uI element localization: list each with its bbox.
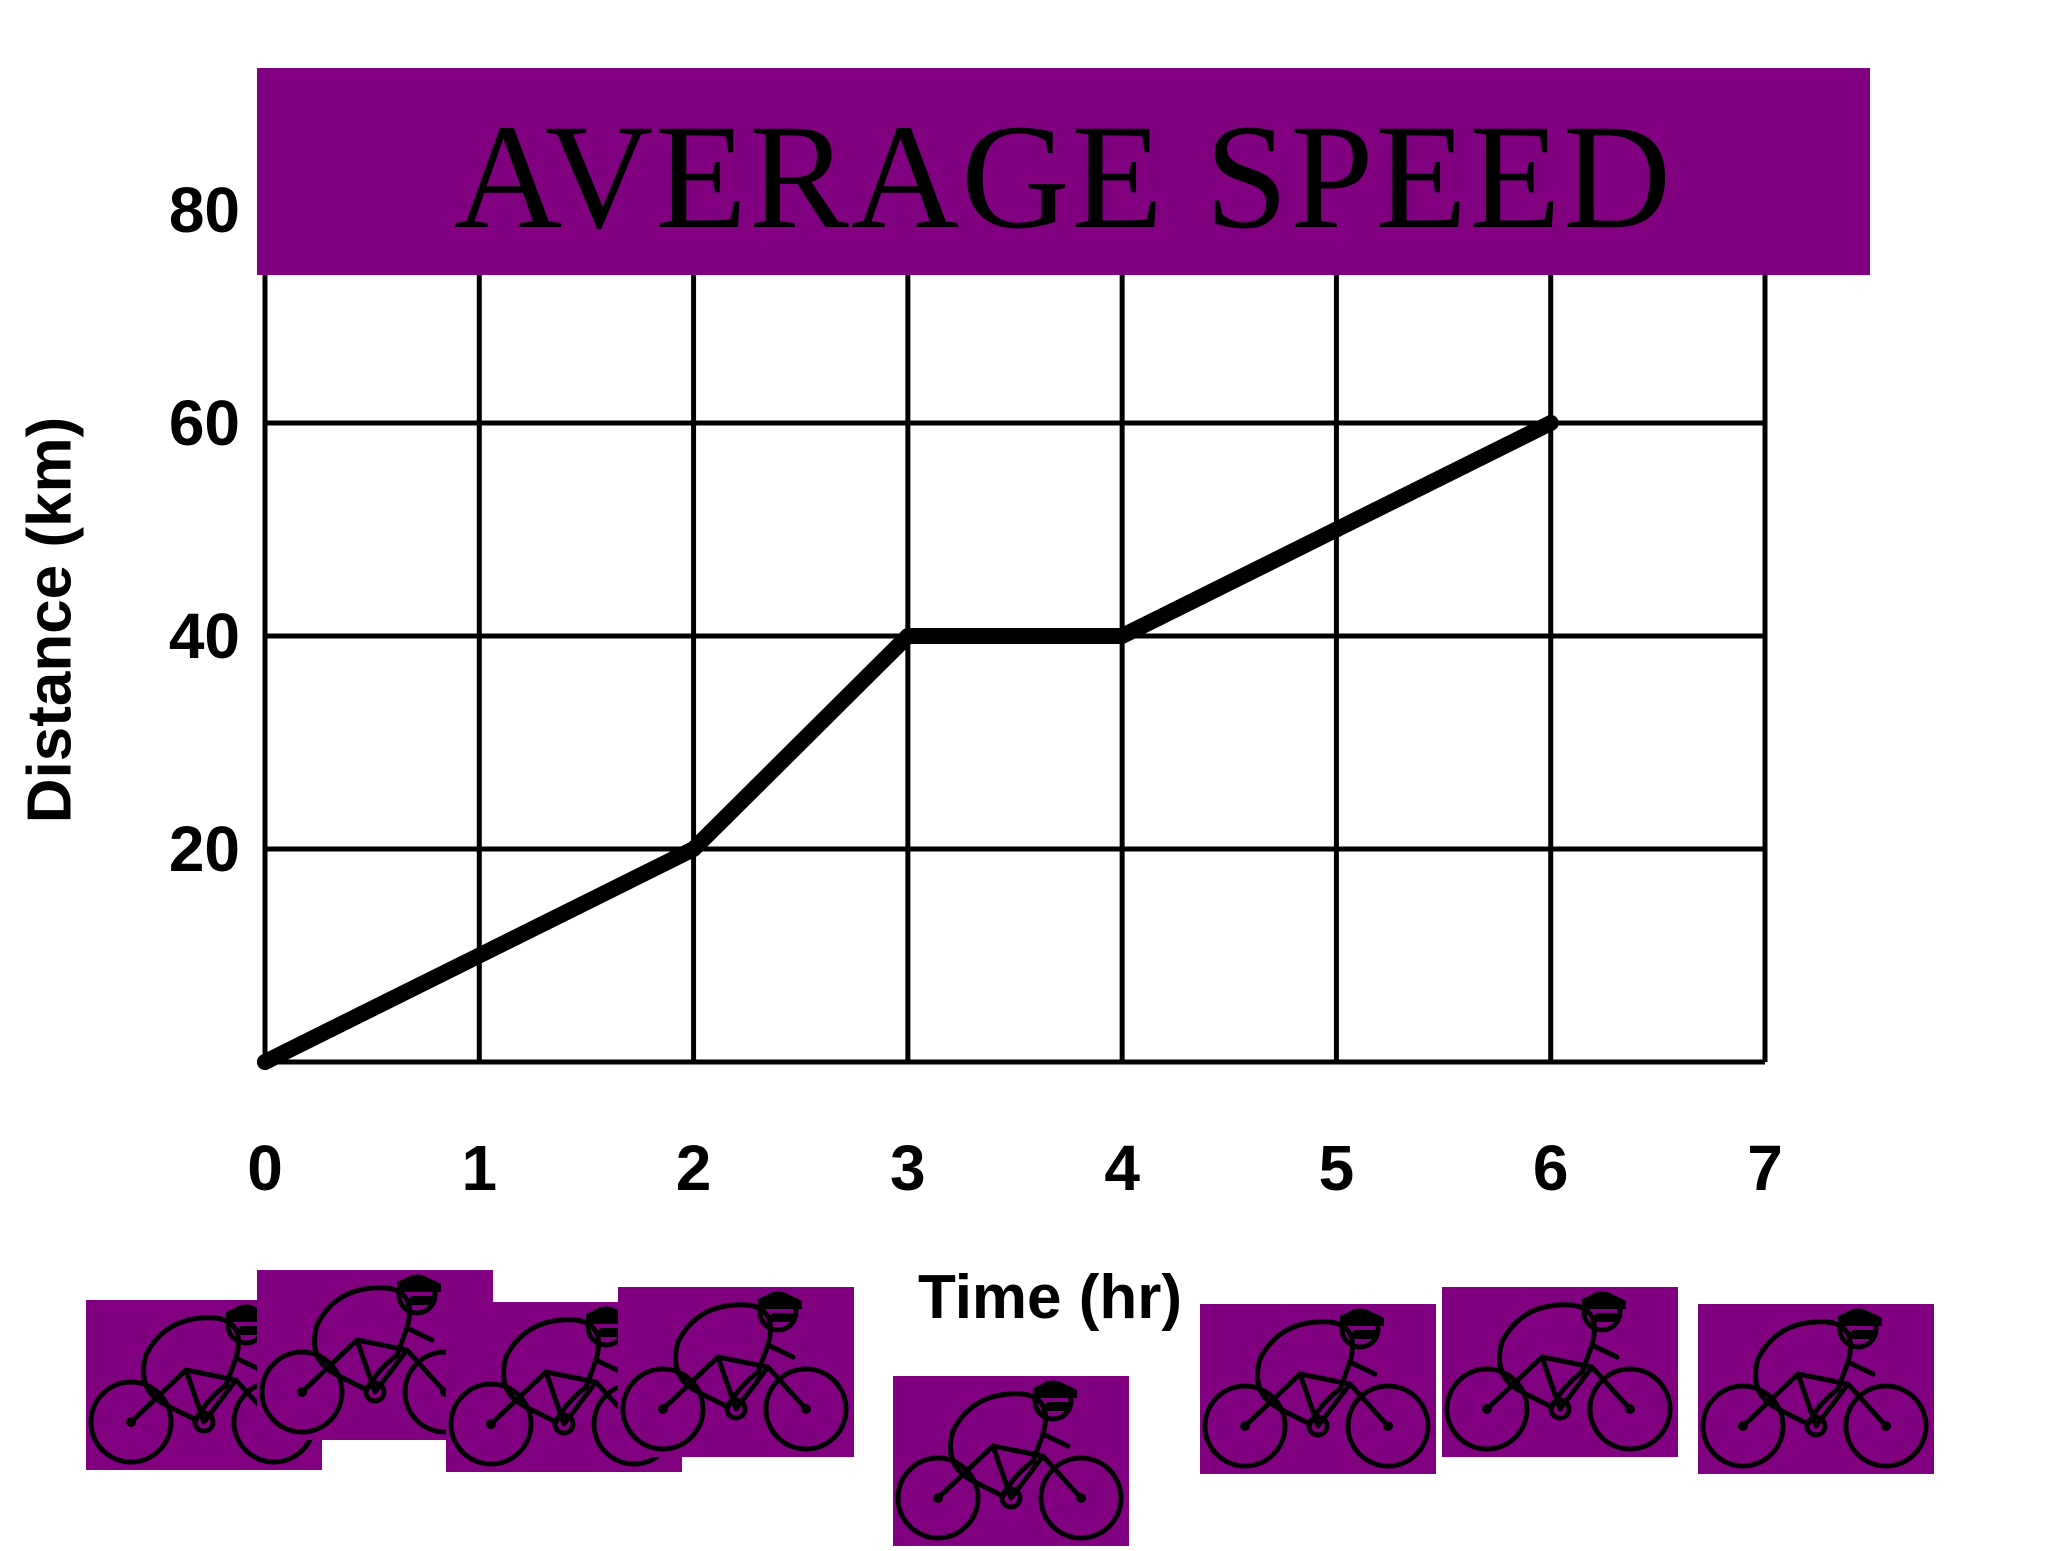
x-tick-label-4: 4: [1104, 1132, 1140, 1204]
data-point-0-2: [685, 841, 702, 857]
data-point-0-3: [899, 628, 916, 644]
title-banner: AVERAGE SPEED: [257, 68, 1870, 275]
cyclist-icon: [1442, 1287, 1678, 1457]
x-axis-label: Time (hr): [917, 1263, 1183, 1332]
cyclist-icon: [893, 1376, 1129, 1546]
x-tick-label-2: 2: [676, 1132, 712, 1204]
x-tick-label-7: 7: [1747, 1132, 1783, 1204]
x-tick-label-3: 3: [890, 1132, 926, 1204]
chart-tick-labels: 0 1 2 3 4 5 6 7 20 40 60 80: [169, 174, 1783, 1204]
y-axis-label: Distance (km): [15, 416, 85, 824]
data-point-0-4: [1114, 628, 1131, 644]
cyclist-icon: [1200, 1304, 1436, 1474]
cyclist-icon: [618, 1287, 854, 1457]
cyclist-icon: [1698, 1304, 1934, 1474]
data-point-0-0: [257, 1054, 273, 1070]
chart-grid: [257, 68, 1870, 1065]
y-tick-label-20: 20: [169, 813, 240, 885]
title-banner-bg: [257, 68, 1870, 275]
x-tick-label-1: 1: [461, 1132, 497, 1204]
data-point-0-6: [1542, 415, 1559, 431]
x-tick-label-5: 5: [1319, 1132, 1355, 1204]
chart-series: [257, 415, 1559, 1070]
data-point-0-5: [1328, 521, 1345, 538]
y-tick-label-80: 80: [169, 174, 240, 246]
x-tick-label-0: 0: [247, 1132, 283, 1204]
y-tick-label-40: 40: [169, 600, 240, 672]
data-point-0-1: [471, 947, 488, 964]
chart-title: AVERAGE SPEED: [453, 93, 1674, 260]
x-tick-label-6: 6: [1533, 1132, 1569, 1204]
y-tick-label-60: 60: [169, 387, 240, 459]
